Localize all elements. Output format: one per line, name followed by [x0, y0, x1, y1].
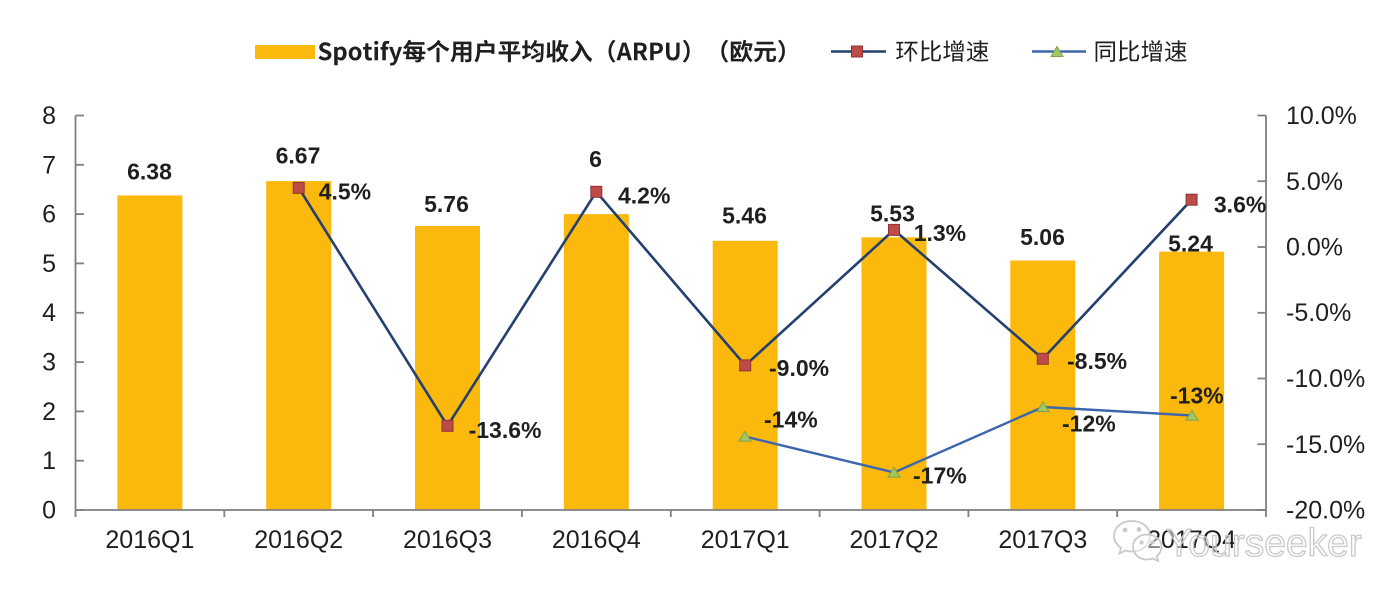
svg-text:2016Q4: 2016Q4 [552, 526, 641, 554]
svg-text:4: 4 [42, 299, 56, 327]
svg-text:-13.6%: -13.6% [469, 417, 542, 443]
svg-text:3: 3 [42, 349, 56, 377]
svg-text:4.2%: 4.2% [618, 182, 670, 208]
svg-text:8: 8 [42, 102, 56, 130]
svg-text:1.3%: 1.3% [914, 220, 966, 246]
svg-text:3.6%: 3.6% [1214, 191, 1266, 217]
svg-text:-9.0%: -9.0% [769, 355, 829, 381]
svg-text:Yourseeker: Yourseeker [1166, 522, 1362, 565]
svg-text:10.0%: 10.0% [1286, 102, 1357, 130]
svg-text:0: 0 [42, 497, 56, 525]
svg-text:1: 1 [42, 447, 56, 475]
svg-text:5.0%: 5.0% [1286, 168, 1343, 196]
svg-text:2016Q3: 2016Q3 [403, 526, 492, 554]
svg-text:-8.5%: -8.5% [1067, 348, 1127, 374]
svg-text:-17%: -17% [913, 462, 967, 488]
svg-text:7: 7 [42, 151, 56, 179]
svg-text:5.53: 5.53 [870, 201, 915, 227]
svg-text:-10.0%: -10.0% [1286, 365, 1365, 393]
svg-text:2017Q1: 2017Q1 [701, 526, 790, 554]
svg-text:6.67: 6.67 [276, 143, 321, 169]
svg-text:6: 6 [589, 146, 602, 172]
svg-text:5.46: 5.46 [722, 203, 767, 229]
svg-text:-15.0%: -15.0% [1286, 431, 1365, 459]
svg-text:-20.0%: -20.0% [1286, 497, 1365, 525]
svg-text:6: 6 [42, 201, 56, 229]
svg-text:2017Q2: 2017Q2 [850, 526, 939, 554]
svg-text:6.38: 6.38 [127, 159, 172, 185]
svg-text:-14%: -14% [764, 406, 818, 432]
svg-text:2016Q2: 2016Q2 [254, 526, 343, 554]
svg-text:2: 2 [42, 398, 56, 426]
svg-text:5: 5 [42, 250, 56, 278]
svg-text:-5.0%: -5.0% [1286, 299, 1351, 327]
svg-text:5.06: 5.06 [1020, 224, 1065, 250]
svg-text:-12%: -12% [1062, 411, 1116, 437]
svg-text:2016Q1: 2016Q1 [105, 526, 194, 554]
svg-text:0.0%: 0.0% [1286, 234, 1343, 262]
svg-text:-13%: -13% [1170, 382, 1224, 408]
svg-text:5.76: 5.76 [424, 191, 469, 217]
svg-text:5.24: 5.24 [1168, 231, 1213, 257]
svg-text:2017Q3: 2017Q3 [998, 526, 1087, 554]
svg-text:4.5%: 4.5% [319, 179, 371, 205]
